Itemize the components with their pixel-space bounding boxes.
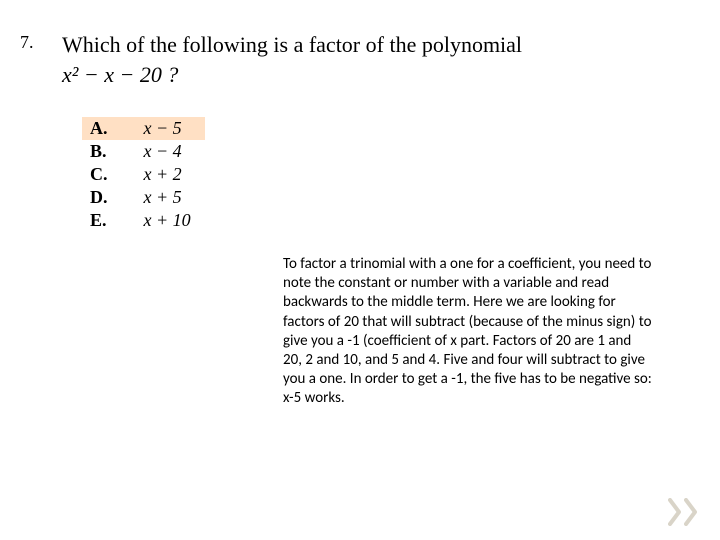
choice-letter: D. [82, 186, 136, 209]
choice-row: B.x − 4 [82, 140, 205, 163]
choice-letter: B. [82, 140, 136, 163]
choice-value: x − 4 [136, 140, 205, 163]
question-expression: x² − x − 20 ? [62, 62, 178, 87]
choice-value: x − 5 [136, 117, 205, 140]
question-number: 7. [20, 30, 44, 53]
choice-value: x + 5 [136, 186, 205, 209]
explanation-text: To factor a trinomial with a one for a c… [283, 255, 653, 409]
chevron-right-icon [668, 498, 682, 526]
choice-row: E.x + 10 [82, 209, 205, 232]
choice-value: x + 10 [136, 209, 205, 232]
choice-value: x + 2 [136, 163, 205, 186]
question-text: Which of the following is a factor of th… [62, 30, 522, 89]
answer-choices: A.x − 5B.x − 4C.x + 2D.x + 5E.x + 10 [82, 117, 680, 232]
choice-letter: E. [82, 209, 136, 232]
choices-table: A.x − 5B.x − 4C.x + 2D.x + 5E.x + 10 [82, 117, 205, 232]
chevron-right-icon [684, 498, 698, 526]
choice-letter: A. [82, 117, 136, 140]
choice-row: C.x + 2 [82, 163, 205, 186]
slide: 7. Which of the following is a factor of… [0, 0, 720, 540]
question-row: 7. Which of the following is a factor of… [20, 30, 680, 89]
choice-row: A.x − 5 [82, 117, 205, 140]
choice-row: D.x + 5 [82, 186, 205, 209]
question-prompt: Which of the following is a factor of th… [62, 32, 522, 57]
choice-letter: C. [82, 163, 136, 186]
next-slide-arrows[interactable] [668, 498, 698, 526]
